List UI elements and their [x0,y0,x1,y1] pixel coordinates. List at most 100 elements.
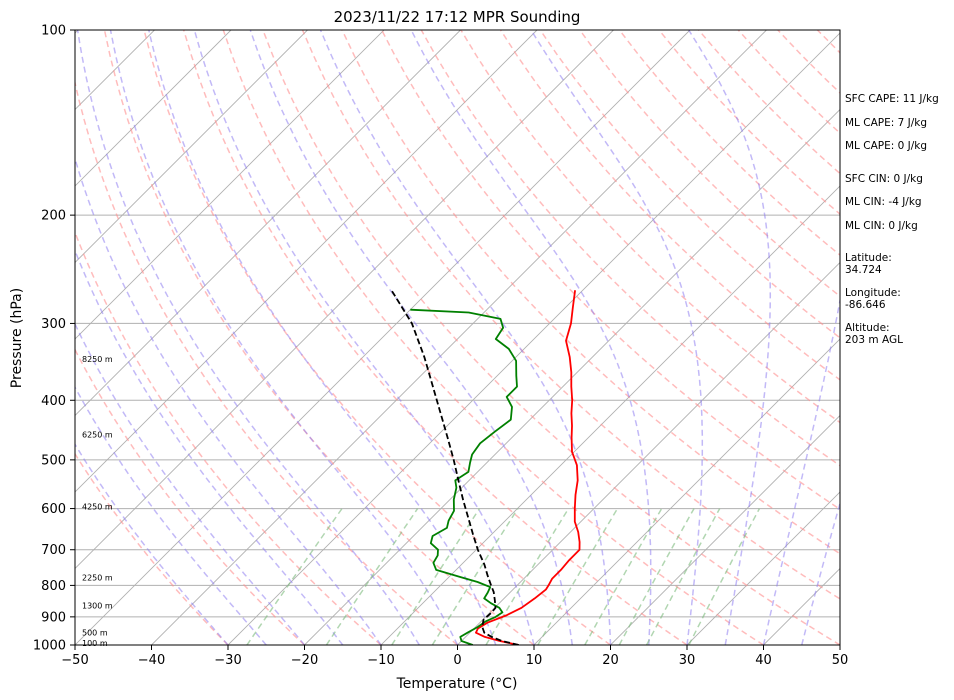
y-tick-label: 1000 [33,639,66,654]
stat-annotation: 203 m AGL [845,334,903,346]
y-tick-label: 100 [41,24,66,39]
mixing-ratio-line [246,508,343,645]
y-axis-label: Pressure (hPa) [9,288,25,388]
dewpoint-profile [410,308,518,645]
x-tick-label: 40 [755,653,772,668]
x-axis: −50 −40 −30 −20 −10 0 10 20 30 40 50 [61,645,848,668]
x-tick-label: 10 [526,653,543,668]
moist-adiabat [75,385,267,645]
isotherm [75,30,461,417]
isotherm [380,185,840,645]
moist-adiabat [75,155,382,645]
moist-adiabat [762,296,840,645]
stat-annotation: ML CAPE: 0 J/kg [845,140,927,152]
chart-title: 2023/11/22 17:12 MPR Sounding [334,8,581,26]
y-tick-label: 400 [41,394,66,409]
stat-annotation: Longitude: [845,287,901,299]
height-label: 4250 m [82,502,113,511]
moist-adiabat [319,30,612,645]
stat-annotation: Latitude: [845,252,892,264]
height-label: 2250 m [82,574,113,583]
mixing-ratio-line [645,508,721,645]
isotherm [610,414,840,645]
moist-adiabat [193,30,535,645]
parcel-profile [390,289,519,645]
moist-adiabat [75,443,229,645]
stat-annotation: ML CIN: -4 J/kg [845,196,922,208]
x-tick-label: 0 [453,653,461,668]
moist-adiabat [148,30,497,645]
x-tick-label: −30 [214,653,241,668]
isotherm [75,30,614,570]
height-label: 500 m [82,629,108,638]
stat-annotation: ML CAPE: 7 J/kg [845,117,927,129]
stats-annotations: SFC CAPE: 11 J/kg ML CAPE: 7 J/kg ML CAPE:… [845,93,939,346]
x-tick-label: −20 [291,653,318,668]
x-tick-label: −10 [367,653,394,668]
isotherm [686,491,840,645]
moist-adiabat [410,30,652,645]
moist-adiabat [249,30,574,645]
dry-adiabat [75,348,306,645]
height-label: 6250 m [82,431,113,440]
y-tick-label: 900 [41,610,66,625]
mixing-ratio-line [391,508,481,645]
height-label: 8250 m [82,355,113,364]
isotherm [151,30,767,645]
dry-adiabat [222,30,764,645]
mixing-ratio-line [431,508,519,645]
stat-annotation: Altitude: [845,322,890,334]
mixing-ratio-line [325,508,419,645]
mixing-ratio-line [584,508,663,645]
height-label: 100 m [82,639,108,648]
y-tick-label: 200 [41,209,66,224]
isotherm [304,108,840,645]
moist-adiabat [530,30,704,645]
x-tick-label: 20 [602,653,619,668]
y-tick-label: 300 [41,317,66,332]
data-layer [390,289,581,645]
dry-adiabat [103,30,535,645]
stat-annotation: SFC CAPE: 11 J/kg [845,93,939,105]
stat-annotation: -86.646 [845,299,886,311]
dry-adiabat [75,230,382,645]
moist-adiabat [76,30,420,645]
isotherm [533,338,840,645]
x-axis-label: Temperature (°C) [396,676,518,692]
x-tick-label: −40 [138,653,165,668]
dry-adiabat [75,79,458,645]
isotherm [75,30,232,187]
isotherm [75,30,691,645]
moist-adiabat [801,500,840,645]
dry-adiabat [381,30,840,511]
isotherm [227,32,840,645]
dry-adiabat [75,452,229,645]
y-tick-label: 800 [41,579,66,594]
dry-adiabat [262,30,840,645]
isotherm [75,30,308,264]
dry-adiabat [341,30,840,555]
height-label: 1300 m [82,601,113,610]
x-tick-label: −50 [61,653,88,668]
mixing-ratio-line [485,508,570,645]
mixing-ratio-line [537,508,619,645]
grid-layer [0,30,840,645]
isotherm [75,30,538,493]
x-tick-label: 30 [679,653,696,668]
x-tick-label: 50 [832,653,849,668]
mixing-ratio-line [618,508,695,645]
isotherm [75,30,385,340]
isotherm [0,30,2,645]
y-axis: 100 200 300 400 500 600 700 800 900 1000 [33,24,75,654]
moist-adiabat [109,30,459,645]
moist-adiabat [75,248,344,645]
stat-annotation: SFC CIN: 0 J/kg [845,173,923,185]
stat-annotation: ML CIN: 0 J/kg [845,220,918,232]
y-tick-label: 600 [41,502,66,517]
isotherm [457,261,840,645]
dry-adiabat [143,30,611,645]
plot-frame [74,29,841,646]
y-tick-label: 700 [41,543,66,558]
dry-adiabat [579,30,840,298]
